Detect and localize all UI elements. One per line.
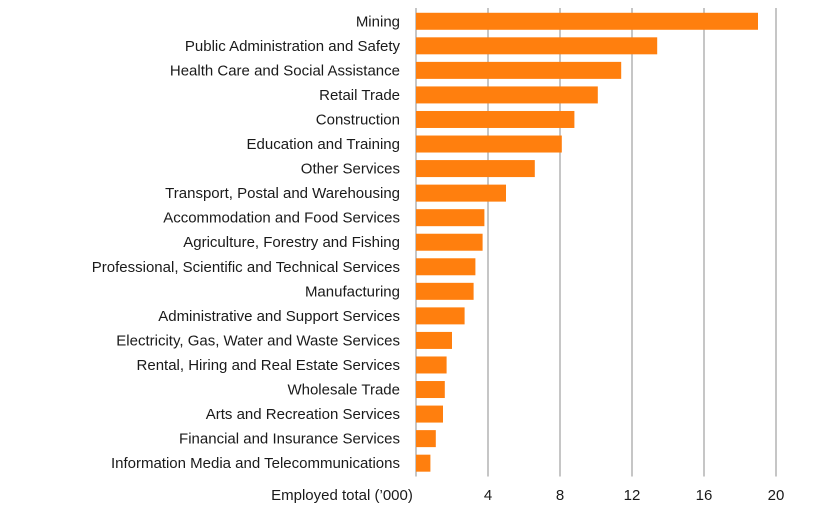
- category-label: Wholesale Trade: [287, 382, 400, 399]
- gridlines: [415, 8, 777, 477]
- bar: [416, 12, 758, 30]
- bar: [416, 405, 443, 423]
- category-label: Other Services: [301, 161, 400, 178]
- x-tick-label: 16: [696, 487, 713, 504]
- bar: [416, 61, 622, 79]
- category-label: Electricity, Gas, Water and Waste Servic…: [116, 332, 400, 349]
- category-label: Education and Training: [247, 136, 400, 153]
- bar: [416, 454, 431, 472]
- bar: [416, 160, 535, 178]
- category-label: Transport, Postal and Warehousing: [165, 185, 400, 202]
- bar: [416, 258, 476, 276]
- category-labels: Mining Public Administration and Safety He…: [92, 13, 401, 472]
- category-label: Retail Trade: [319, 87, 400, 104]
- bar: [416, 356, 447, 374]
- bar: [416, 209, 485, 227]
- category-label: Public Administration and Safety: [185, 38, 401, 55]
- bar: [416, 233, 483, 251]
- category-label: Administrative and Support Services: [158, 308, 400, 325]
- bar: [416, 331, 452, 349]
- bar: [416, 135, 562, 153]
- bar: [416, 37, 658, 55]
- category-label: Manufacturing: [305, 283, 400, 300]
- x-tick-label: 20: [768, 487, 785, 504]
- bar: [416, 184, 506, 202]
- x-tick-label: 8: [556, 487, 564, 504]
- bar: [416, 307, 465, 325]
- category-label: Information Media and Telecommunications: [111, 455, 400, 472]
- x-axis-title: Employed total (’000): [271, 487, 413, 504]
- x-tick-label: 12: [624, 487, 641, 504]
- category-label: Mining: [356, 13, 400, 30]
- category-label: Professional, Scientific and Technical S…: [92, 259, 400, 276]
- category-label: Rental, Hiring and Real Estate Services: [137, 357, 400, 374]
- category-label: Health Care and Social Assistance: [170, 62, 400, 79]
- category-label: Agriculture, Forestry and Fishing: [183, 234, 400, 251]
- bar: [416, 430, 436, 448]
- x-tick-label: 4: [484, 487, 492, 504]
- bars: [416, 12, 758, 472]
- bar: [416, 86, 598, 104]
- bar: [416, 282, 474, 300]
- category-label: Arts and Recreation Services: [206, 406, 400, 423]
- bar: [416, 110, 575, 128]
- x-tick-labels: 4 8 12 16 20: [484, 487, 785, 504]
- category-label: Accommodation and Food Services: [163, 210, 400, 227]
- bar: [416, 381, 445, 399]
- category-label: Construction: [316, 111, 400, 128]
- category-label: Financial and Insurance Services: [179, 431, 400, 448]
